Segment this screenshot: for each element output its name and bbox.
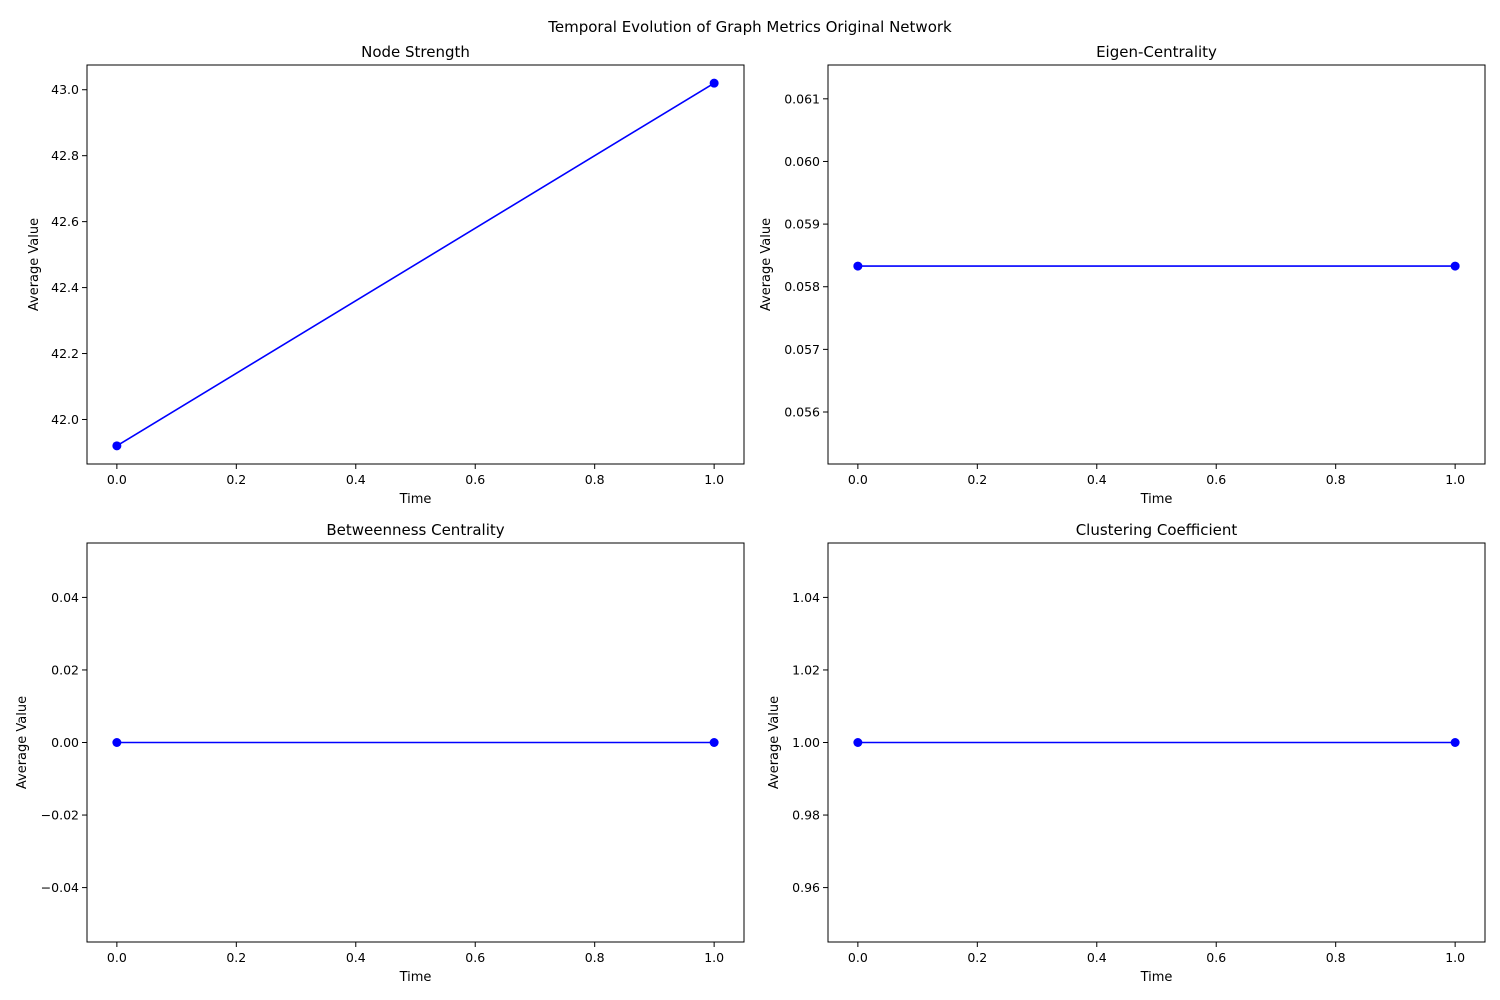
y-tick-label: 0.057 xyxy=(784,342,820,357)
y-tick-label: 1.00 xyxy=(792,735,820,750)
x-tick-label: 1.0 xyxy=(704,950,724,965)
y-axis-label: Average Value xyxy=(27,218,42,311)
data-point xyxy=(709,738,719,747)
x-tick-label: 0.0 xyxy=(848,950,868,965)
subplot-1: Node Strength 0.0 0.2 0.4 0.6 0.8 1.0 42.0 42.2 4… xyxy=(27,43,745,507)
x-tick-label: 0.4 xyxy=(1087,950,1107,965)
series-line xyxy=(116,82,715,447)
data-point xyxy=(1450,261,1460,271)
x-tick-label: 0.2 xyxy=(226,950,246,965)
subplot-title: Clustering Coefficient xyxy=(1076,521,1238,539)
y-tick-label: 42.0 xyxy=(51,412,79,427)
x-tick-label: 0.8 xyxy=(585,950,605,965)
figure-title: Temporal Evolution of Graph Metrics Orig… xyxy=(547,18,952,36)
y-tick-label: −0.02 xyxy=(41,808,79,823)
y-tick-label: 0.060 xyxy=(784,154,820,169)
y-tick-label: 0.98 xyxy=(792,808,820,823)
y-tick-label: 1.04 xyxy=(792,590,820,605)
x-tick-label: 1.0 xyxy=(1445,472,1465,487)
y-tick-label: 42.4 xyxy=(51,280,79,295)
y-tick-label: 0.058 xyxy=(784,279,820,294)
x-tick-label: 1.0 xyxy=(1445,950,1465,965)
data-point xyxy=(853,738,863,747)
x-tick-label: 0.4 xyxy=(346,950,366,965)
axes-frame xyxy=(827,64,1486,465)
y-axis-label: Average Value xyxy=(15,696,30,789)
x-tick-label: 0.4 xyxy=(1087,472,1107,487)
x-axis-label: Time xyxy=(1140,492,1173,507)
x-tick-label: 0.6 xyxy=(465,950,485,965)
x-axis-label: Time xyxy=(1140,970,1173,985)
axes-frame xyxy=(827,542,1486,943)
subplot-grid: Node Strength 0.0 0.2 0.4 0.6 0.8 1.0 42.0 42.2 4… xyxy=(15,43,1486,985)
x-axis-label: Time xyxy=(399,492,432,507)
y-tick-label: 0.056 xyxy=(784,405,820,420)
y-tick-label: 42.8 xyxy=(51,148,79,163)
y-tick-label: 1.02 xyxy=(792,662,820,677)
x-tick-label: 0.6 xyxy=(465,472,485,487)
subplot-2: Eigen-Centrality 0.0 0.2 0.4 0.6 0.8 1.0 0.056 0… xyxy=(759,43,1486,507)
data-point xyxy=(1450,738,1460,747)
y-axis-label: Average Value xyxy=(759,218,774,311)
y-tick-label: 0.02 xyxy=(51,662,79,677)
y-tick-label: 42.2 xyxy=(51,346,79,361)
axes-frame xyxy=(86,542,745,943)
data-point xyxy=(709,78,719,88)
x-tick-label: 0.2 xyxy=(967,950,987,965)
x-tick-label: 1.0 xyxy=(704,472,724,487)
y-tick-label: 0.04 xyxy=(51,590,79,605)
x-tick-label: 0.8 xyxy=(1326,950,1346,965)
x-tick-label: 0.8 xyxy=(1326,472,1346,487)
x-tick-label: 0.4 xyxy=(346,472,366,487)
subplot-4: Clustering Coefficient 0.0 0.2 0.4 0.6 0.8 1.0… xyxy=(767,521,1486,985)
subplot-title: Betweenness Centrality xyxy=(326,521,504,539)
data-point xyxy=(853,261,863,271)
y-tick-label: 0.059 xyxy=(784,217,820,232)
data-point xyxy=(112,441,122,451)
x-tick-label: 0.6 xyxy=(1206,950,1226,965)
subplot-title: Node Strength xyxy=(361,43,470,61)
data-point xyxy=(112,738,122,747)
y-tick-label: −0.04 xyxy=(41,880,79,895)
y-tick-label: 43.0 xyxy=(51,82,79,97)
axes-frame xyxy=(86,64,745,465)
x-tick-label: 0.0 xyxy=(107,472,127,487)
y-tick-label: 0.061 xyxy=(784,91,820,106)
x-axis-label: Time xyxy=(399,970,432,985)
x-tick-label: 0.6 xyxy=(1206,472,1226,487)
x-tick-label: 0.2 xyxy=(226,472,246,487)
subplot-3: Betweenness Centrality 0.0 0.2 0.4 0.6 0.8 1.0… xyxy=(15,521,745,985)
x-tick-label: 0.0 xyxy=(848,472,868,487)
x-tick-label: 0.0 xyxy=(107,950,127,965)
y-tick-label: 0.00 xyxy=(51,735,79,750)
y-tick-label: 0.96 xyxy=(792,880,820,895)
y-tick-label: 42.6 xyxy=(51,214,79,229)
subplot-title: Eigen-Centrality xyxy=(1096,43,1217,61)
x-tick-label: 0.8 xyxy=(585,472,605,487)
x-tick-label: 0.2 xyxy=(967,472,987,487)
y-axis-label: Average Value xyxy=(767,696,782,789)
